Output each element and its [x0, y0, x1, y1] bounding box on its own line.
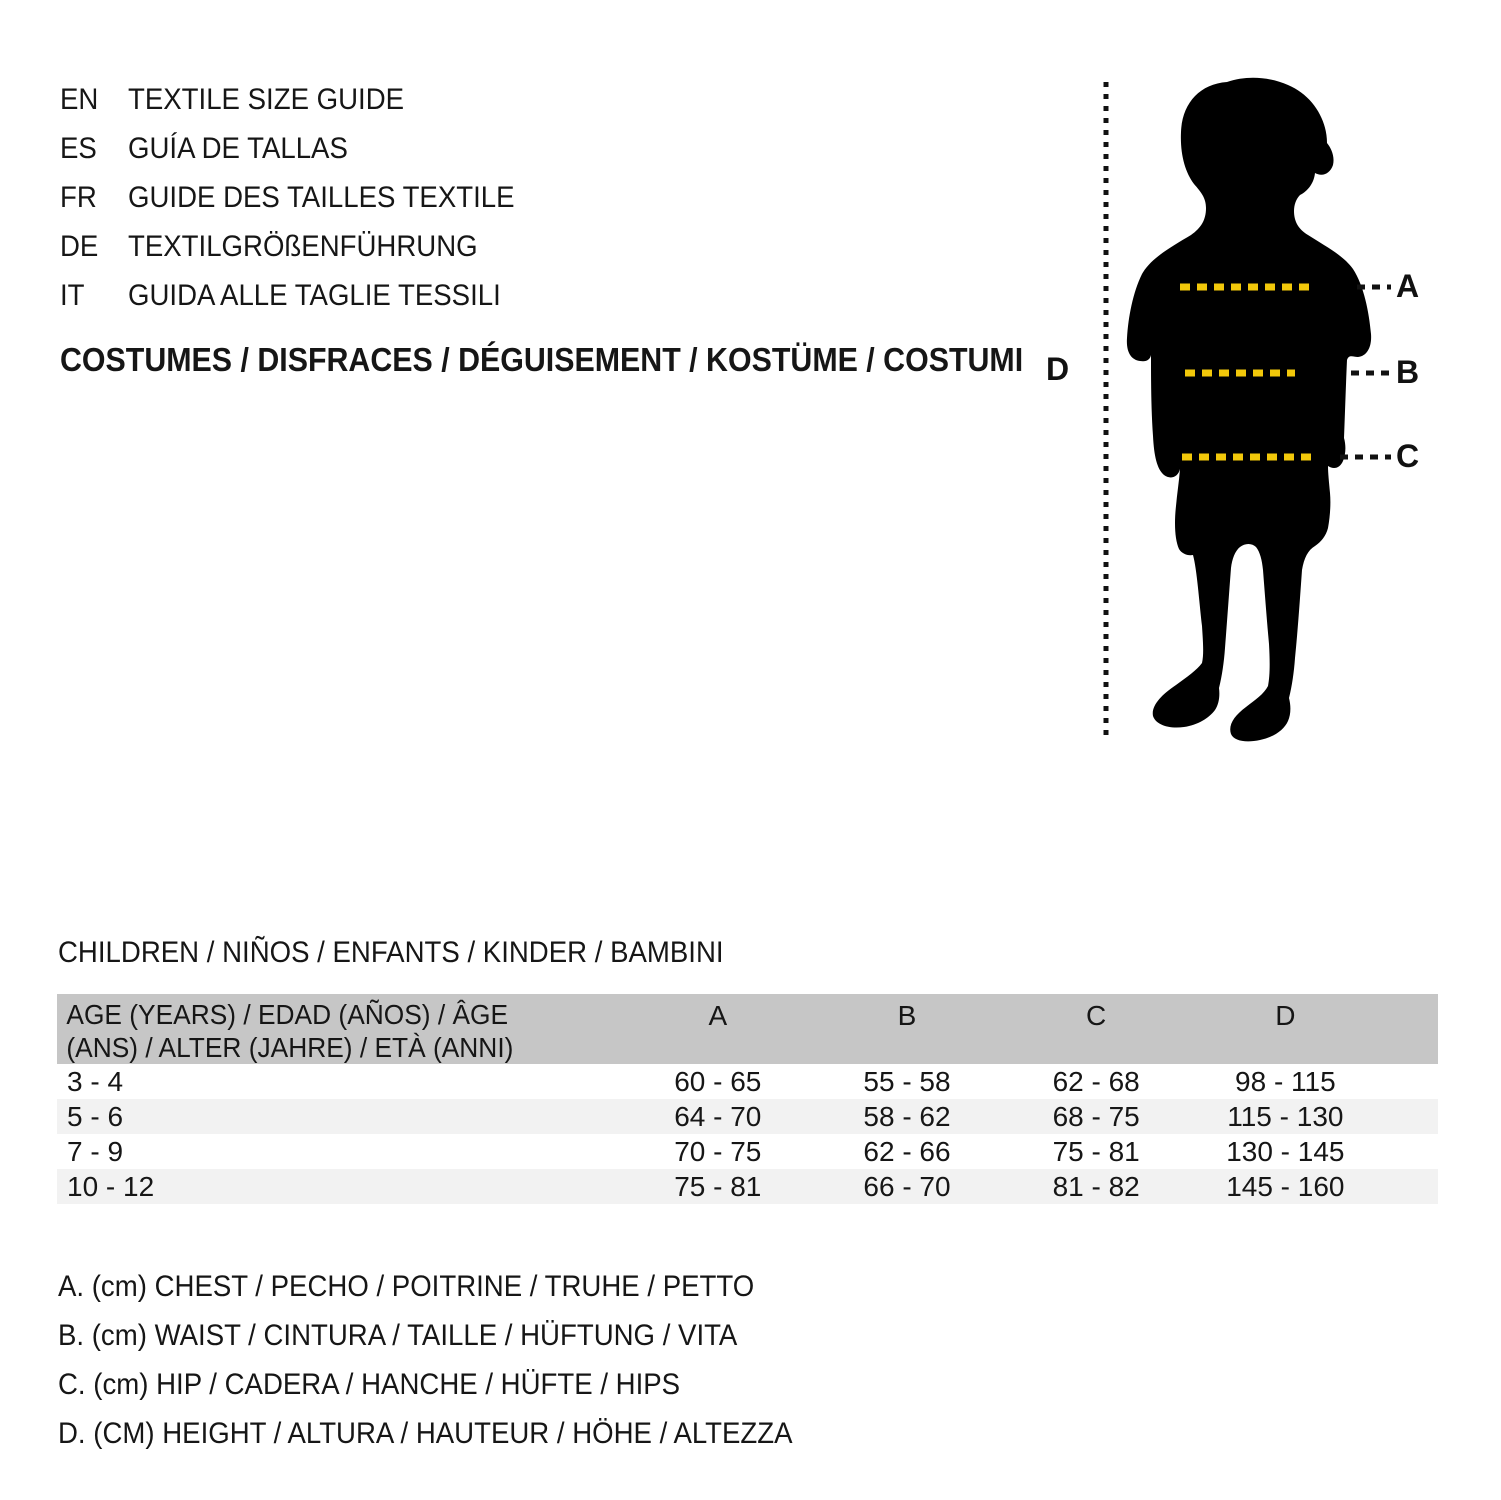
- age-cell: 7 - 9: [67, 1135, 124, 1167]
- language-code: ES: [60, 132, 97, 165]
- language-label: GUÍA DE TALLAS: [128, 132, 348, 165]
- legend-line-waist-text: B. (cm) WAIST / CINTURA / TAILLE / HÜFTU…: [58, 1319, 738, 1352]
- age-cell: 3 - 4: [67, 1065, 124, 1097]
- language-row: EN TEXTILE SIZE GUIDE: [60, 75, 548, 124]
- age-column-header: AGE (YEARS) / EDAD (AÑOS) / ÂGE (ANS) / …: [66, 999, 514, 1063]
- table-row: 10 - 12 75 - 81 66 - 70 81 - 82 145 - 16…: [57, 1169, 1438, 1204]
- column-header-c: C: [1086, 1000, 1107, 1031]
- language-label: GUIDA ALLE TAGLIE TESSILI: [128, 279, 501, 312]
- legend-line-chest: A. (cm) CHEST / PECHO / POITRINE / TRUHE…: [58, 1262, 856, 1311]
- marker-b-label: B: [1396, 354, 1420, 390]
- legend-line-hip-text: C. (cm) HIP / CADERA / HANCHE / HÜFTE / …: [58, 1368, 681, 1401]
- column-header-b: B: [897, 1000, 917, 1031]
- waist-value-cell: 66 - 70: [863, 1170, 951, 1202]
- marker-c-label: C: [1396, 438, 1420, 474]
- language-row: DE TEXTILGRÖßENFÜHRUNG: [60, 222, 548, 271]
- waist-value-cell: 58 - 62: [863, 1100, 951, 1132]
- table-header-row: AGE (YEARS) / EDAD (AÑOS) / ÂGE (ANS) / …: [57, 994, 1438, 1064]
- category-title-text: COSTUMES / DISFRACES / DÉGUISEMENT / KOS…: [60, 341, 1024, 378]
- hip-value-cell: 75 - 81: [1052, 1135, 1140, 1167]
- chest-value-cell: 60 - 65: [674, 1065, 762, 1097]
- legend-line-height: D. (CM) HEIGHT / ALTURA / HAUTEUR / HÖHE…: [58, 1409, 856, 1458]
- language-label: GUIDE DES TAILLES TEXTILE: [128, 181, 515, 214]
- legend-line-chest-text: A. (cm) CHEST / PECHO / POITRINE / TRUHE…: [58, 1270, 755, 1303]
- language-code: EN: [60, 83, 99, 116]
- language-code: FR: [60, 181, 97, 214]
- child-silhouette: [1126, 77, 1372, 742]
- language-code: DE: [60, 230, 99, 263]
- height-value-cell: 98 - 115: [1235, 1065, 1336, 1097]
- legend-line-waist: B. (cm) WAIST / CINTURA / TAILLE / HÜFTU…: [58, 1311, 856, 1360]
- table-row: 3 - 4 60 - 65 55 - 58 62 - 68 98 - 115: [57, 1064, 1438, 1099]
- waist-value-cell: 55 - 58: [863, 1065, 951, 1097]
- chest-value-cell: 70 - 75: [674, 1135, 762, 1167]
- height-value-cell: 115 - 130: [1227, 1100, 1344, 1132]
- language-code: IT: [60, 279, 85, 312]
- waist-value-cell: 62 - 66: [863, 1135, 951, 1167]
- category-title: COSTUMES / DISFRACES / DÉGUISEMENT / KOS…: [60, 341, 1107, 379]
- table-row: 5 - 6 64 - 70 58 - 62 68 - 75 115 - 130: [57, 1099, 1438, 1134]
- language-row: ES GUÍA DE TALLAS: [60, 124, 548, 173]
- measurement-legend: A. (cm) CHEST / PECHO / POITRINE / TRUHE…: [58, 1262, 856, 1458]
- height-value-cell: 145 - 160: [1226, 1170, 1345, 1202]
- chest-value-cell: 75 - 81: [674, 1170, 762, 1202]
- column-header-d: D: [1275, 1000, 1296, 1031]
- language-list: EN TEXTILE SIZE GUIDE ES GUÍA DE TALLAS …: [60, 75, 548, 320]
- hip-value-cell: 81 - 82: [1052, 1170, 1140, 1202]
- age-cell: 5 - 6: [67, 1100, 124, 1132]
- language-row: IT GUIDA ALLE TAGLIE TESSILI: [60, 271, 548, 320]
- size-table: AGE (YEARS) / EDAD (AÑOS) / ÂGE (ANS) / …: [57, 994, 1438, 1204]
- table-row: 7 - 9 70 - 75 62 - 66 75 - 81 130 - 145: [57, 1134, 1438, 1169]
- child-silhouette-figure: [1103, 77, 1391, 742]
- hip-value-cell: 62 - 68: [1052, 1065, 1140, 1097]
- language-label: TEXTILGRÖßENFÜHRUNG: [128, 230, 478, 263]
- children-section-title: CHILDREN / NIÑOS / ENFANTS / KINDER / BA…: [58, 936, 781, 970]
- hip-value-cell: 68 - 75: [1052, 1100, 1140, 1132]
- height-value-cell: 130 - 145: [1226, 1135, 1345, 1167]
- children-section-title-text: CHILDREN / NIÑOS / ENFANTS / KINDER / BA…: [58, 936, 724, 969]
- legend-line-height-text: D. (CM) HEIGHT / ALTURA / HAUTEUR / HÖHE…: [58, 1417, 793, 1450]
- legend-line-hip: C. (cm) HIP / CADERA / HANCHE / HÜFTE / …: [58, 1360, 856, 1409]
- language-label: TEXTILE SIZE GUIDE: [128, 83, 405, 116]
- marker-d-label: D: [1046, 351, 1070, 387]
- age-cell: 10 - 12: [67, 1170, 155, 1202]
- column-header-a: A: [708, 1000, 728, 1031]
- marker-a-label: A: [1396, 268, 1420, 304]
- chest-value-cell: 64 - 70: [674, 1100, 762, 1132]
- language-row: FR GUIDE DES TAILLES TEXTILE: [60, 173, 548, 222]
